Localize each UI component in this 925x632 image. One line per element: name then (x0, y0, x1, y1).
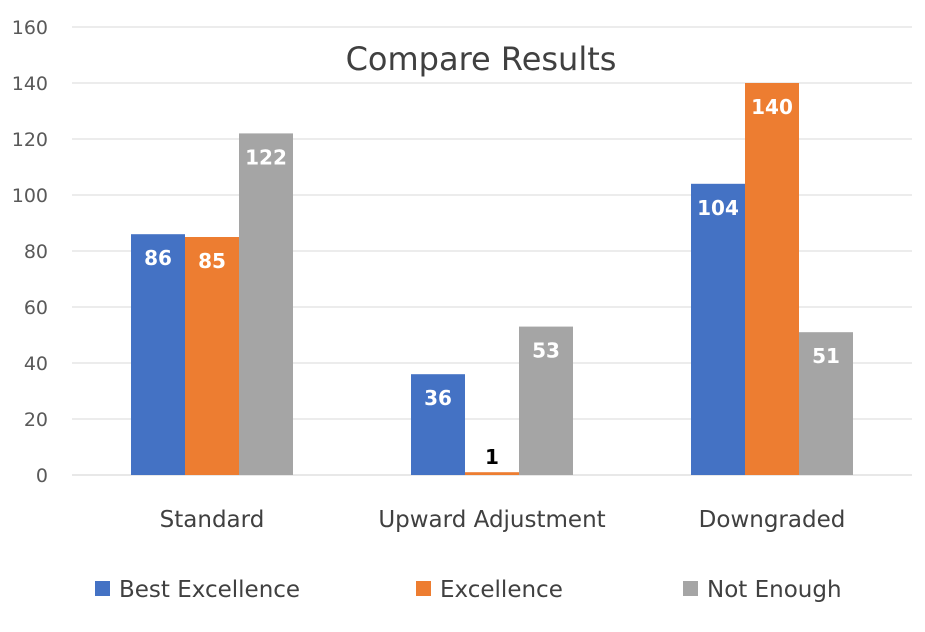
y-tick-label: 40 (24, 353, 48, 375)
bar-excellence-0 (185, 237, 239, 475)
y-tick-label: 100 (12, 185, 48, 207)
bar-best-excellence-2 (691, 183, 745, 476)
data-labels: 86 85 122 36 1 53 104 140 51 (144, 95, 840, 469)
bars (131, 83, 853, 476)
legend-swatch (95, 581, 110, 596)
legend-label: Not Enough (707, 577, 842, 603)
y-tick-label: 0 (36, 465, 48, 487)
data-label: 36 (424, 386, 452, 410)
y-tick-label: 140 (12, 73, 48, 95)
y-axis-ticks: 0 20 40 60 80 100 120 140 160 (12, 17, 48, 487)
y-tick-label: 20 (24, 409, 48, 431)
y-tick-label: 80 (24, 241, 48, 263)
legend-label: Best Excellence (119, 577, 300, 603)
category-label: Downgraded (699, 507, 846, 533)
legend-label: Excellence (440, 577, 563, 603)
legend-swatch (683, 581, 698, 596)
category-labels: Standard Upward Adjustment Downgraded (160, 507, 846, 533)
bar-excellence-1 (465, 472, 519, 475)
bar-best-excellence-0 (131, 234, 185, 475)
data-label: 85 (198, 249, 226, 273)
data-label: 53 (532, 339, 560, 363)
bar-not-enough-1 (519, 326, 573, 475)
bar-not-enough-0 (239, 133, 293, 475)
y-tick-label: 160 (12, 17, 48, 39)
bar-not-enough-2 (799, 332, 853, 475)
data-label: 104 (697, 196, 739, 220)
data-label: 140 (751, 95, 793, 119)
bar-excellence-2 (745, 83, 799, 475)
data-label: 51 (812, 344, 840, 368)
category-label: Standard (160, 507, 265, 533)
y-tick-label: 60 (24, 297, 48, 319)
data-label: 1 (485, 445, 499, 469)
data-label: 86 (144, 246, 172, 270)
y-tick-label: 120 (12, 129, 48, 151)
bar-best-excellence-1 (411, 374, 465, 475)
legend: Best Excellence Excellence Not Enough (95, 577, 842, 603)
data-label: 122 (245, 145, 287, 169)
chart-title: Compare Results (346, 40, 617, 78)
category-label: Upward Adjustment (378, 507, 605, 533)
legend-swatch (416, 581, 431, 596)
